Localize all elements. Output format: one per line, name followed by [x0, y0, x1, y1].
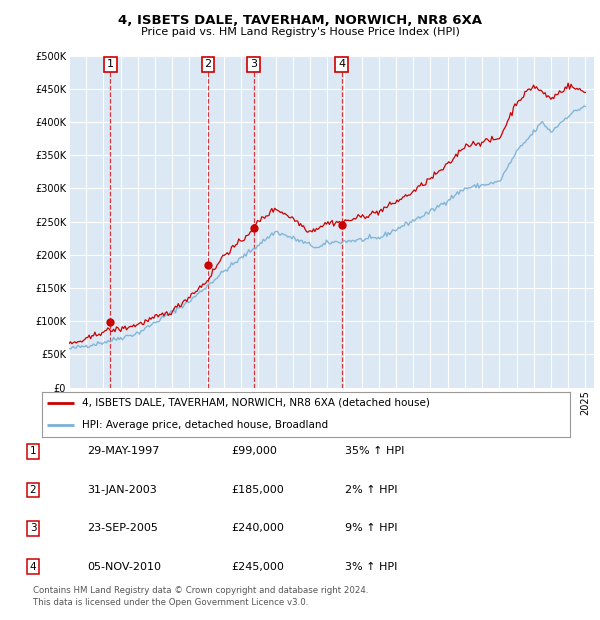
Text: £240,000: £240,000: [231, 523, 284, 533]
Text: 4, ISBETS DALE, TAVERHAM, NORWICH, NR8 6XA: 4, ISBETS DALE, TAVERHAM, NORWICH, NR8 6…: [118, 14, 482, 27]
Text: 4: 4: [29, 562, 37, 572]
Text: 2: 2: [29, 485, 37, 495]
Text: 2% ↑ HPI: 2% ↑ HPI: [345, 485, 398, 495]
Text: 3: 3: [29, 523, 37, 533]
Text: 3% ↑ HPI: 3% ↑ HPI: [345, 562, 397, 572]
Text: Contains HM Land Registry data © Crown copyright and database right 2024.
This d: Contains HM Land Registry data © Crown c…: [33, 586, 368, 607]
Text: £185,000: £185,000: [231, 485, 284, 495]
Text: HPI: Average price, detached house, Broadland: HPI: Average price, detached house, Broa…: [82, 420, 328, 430]
Text: 35% ↑ HPI: 35% ↑ HPI: [345, 446, 404, 456]
Text: 31-JAN-2003: 31-JAN-2003: [87, 485, 157, 495]
Text: 29-MAY-1997: 29-MAY-1997: [87, 446, 160, 456]
Text: 1: 1: [29, 446, 37, 456]
Text: 05-NOV-2010: 05-NOV-2010: [87, 562, 161, 572]
Text: 2: 2: [205, 60, 212, 69]
Text: 1: 1: [107, 60, 114, 69]
Text: £245,000: £245,000: [231, 562, 284, 572]
Text: £99,000: £99,000: [231, 446, 277, 456]
Text: 3: 3: [250, 60, 257, 69]
Text: 4, ISBETS DALE, TAVERHAM, NORWICH, NR8 6XA (detached house): 4, ISBETS DALE, TAVERHAM, NORWICH, NR8 6…: [82, 397, 430, 408]
Text: 23-SEP-2005: 23-SEP-2005: [87, 523, 158, 533]
Text: 4: 4: [338, 60, 345, 69]
Text: 9% ↑ HPI: 9% ↑ HPI: [345, 523, 398, 533]
Text: Price paid vs. HM Land Registry's House Price Index (HPI): Price paid vs. HM Land Registry's House …: [140, 27, 460, 37]
